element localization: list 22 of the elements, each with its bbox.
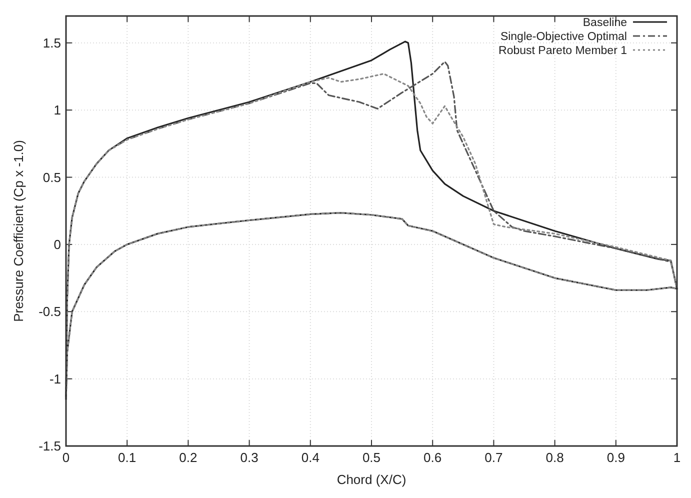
x-tick-label: 0.5 (362, 450, 381, 465)
y-tick-label: 1.5 (42, 35, 61, 50)
y-axis-title: Pressure Coefficient (Cp x -1.0) (11, 140, 26, 322)
legend-label: Single-Objective Optimal (500, 31, 627, 43)
x-tick-label: 0.8 (546, 450, 564, 465)
x-tick-label: 0.1 (118, 450, 136, 465)
x-tick-label: 0.4 (301, 450, 320, 465)
x-tick-label: 0.7 (484, 450, 503, 465)
x-tick-label: 0.2 (179, 450, 198, 465)
y-tick-label: -1 (49, 371, 61, 386)
x-tick-label: 1 (673, 450, 681, 465)
y-tick-label: 0.5 (42, 170, 61, 185)
x-axis-title: Chord (X/C) (336, 472, 406, 487)
legend-label: Robust Pareto Member 1 (498, 45, 627, 57)
y-tick-label: -1.5 (38, 438, 61, 454)
y-tick-label: 1 (54, 102, 61, 118)
x-tick-label: 0.3 (240, 450, 258, 465)
legend-label: Baseline (582, 17, 627, 29)
x-tick-label: 0.9 (606, 450, 625, 465)
y-tick-label: -0.5 (38, 304, 61, 320)
x-tick-label: 0.6 (424, 450, 442, 465)
y-tick-label: 0 (54, 236, 61, 252)
